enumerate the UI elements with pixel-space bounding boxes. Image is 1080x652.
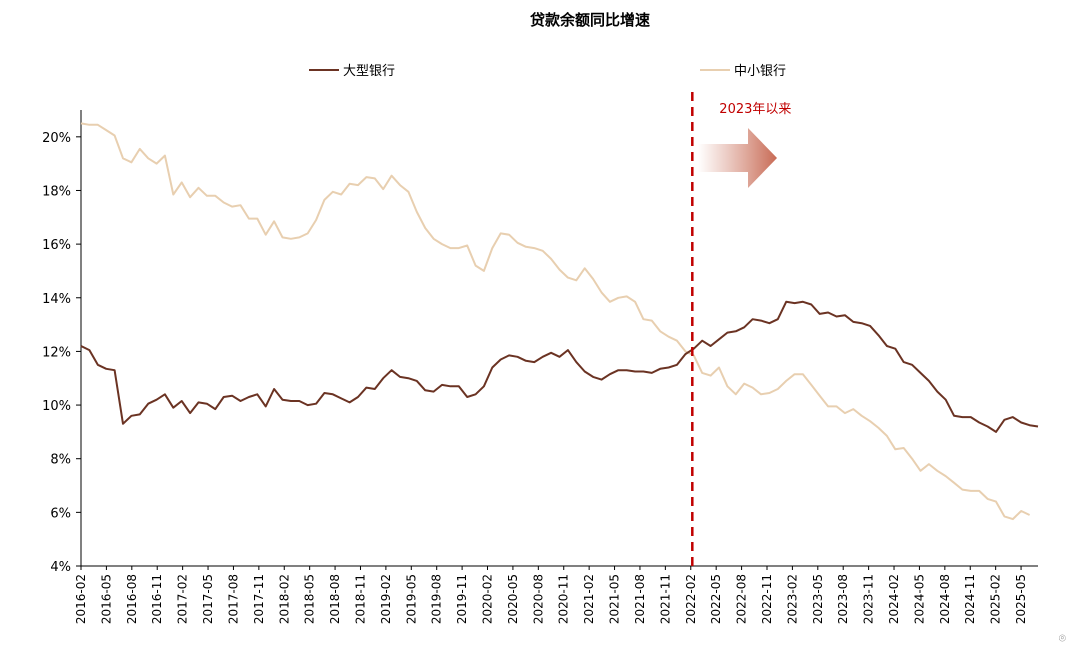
annotation-text: 2023年以来 bbox=[719, 102, 791, 117]
x-tick-label: 2020-02 bbox=[481, 574, 495, 624]
annotation-2023: 2023年以来 bbox=[691, 92, 791, 566]
y-tick-label: 16% bbox=[42, 238, 71, 253]
x-tick-label: 2023-08 bbox=[836, 574, 850, 624]
x-ticks: 2016-02 2016-05 2016-08 2016-11 2017-02 2017-… bbox=[74, 566, 1028, 624]
x-tick-label: 2021-11 bbox=[658, 574, 672, 624]
x-tick-label: 2020-08 bbox=[531, 574, 545, 624]
x-tick-label: 2024-02 bbox=[887, 574, 901, 624]
legend-label: 中小银行 bbox=[734, 64, 786, 79]
x-tick-label: 2022-05 bbox=[709, 574, 723, 624]
x-tick-label: 2023-05 bbox=[811, 574, 825, 624]
x-tick-label: 2022-11 bbox=[760, 574, 774, 624]
x-tick-label: 2018-11 bbox=[353, 574, 367, 624]
y-tick-label: 12% bbox=[42, 345, 71, 360]
x-tick-label: 2024-11 bbox=[963, 574, 977, 624]
x-tick-label: 2024-08 bbox=[938, 574, 952, 624]
x-tick-label: 2021-05 bbox=[608, 574, 622, 624]
x-tick-label: 2019-05 bbox=[404, 574, 418, 624]
logo-icon: ⌾ bbox=[1058, 631, 1066, 645]
x-tick-label: 2022-08 bbox=[735, 574, 749, 624]
x-tick-label: 2017-08 bbox=[226, 574, 240, 624]
legend-label: 大型银行 bbox=[343, 64, 395, 79]
series-line-0 bbox=[80, 300, 1039, 433]
chart-title: 贷款余额同比增速 bbox=[530, 11, 650, 29]
x-tick-label: 2020-11 bbox=[557, 574, 571, 624]
x-tick-label: 2017-05 bbox=[201, 574, 215, 624]
x-tick-label: 2018-08 bbox=[328, 574, 342, 624]
y-tick-label: 10% bbox=[42, 399, 71, 414]
x-tick-label: 2023-02 bbox=[785, 574, 799, 624]
x-tick-label: 2016-08 bbox=[125, 574, 139, 624]
legend: 大型银行 中小银行 bbox=[309, 64, 786, 79]
x-tick-label: 2017-11 bbox=[252, 574, 266, 624]
x-tick-label: 2020-05 bbox=[506, 574, 520, 624]
x-tick-label: 2023-11 bbox=[862, 574, 876, 624]
axes bbox=[80, 110, 1038, 567]
y-tick-label: 6% bbox=[50, 506, 71, 521]
x-tick-label: 2016-02 bbox=[74, 574, 88, 624]
y-ticks: 4% 6% 8% 10% 12% 14% 16% 18% 20% bbox=[42, 131, 81, 575]
y-tick-label: 8% bbox=[50, 453, 71, 468]
x-tick-label: 2018-02 bbox=[277, 574, 291, 624]
y-tick-label: 18% bbox=[42, 184, 71, 199]
x-tick-label: 2017-02 bbox=[176, 574, 190, 624]
x-tick-label: 2025-05 bbox=[1014, 574, 1028, 624]
x-tick-label: 2025-02 bbox=[989, 574, 1003, 624]
x-tick-label: 2016-05 bbox=[99, 574, 113, 624]
x-tick-label: 2022-02 bbox=[684, 574, 698, 624]
x-tick-label: 2019-11 bbox=[455, 574, 469, 624]
right-arrow-icon bbox=[698, 128, 777, 188]
series-line-1 bbox=[80, 122, 1031, 521]
x-tick-label: 2024-05 bbox=[912, 574, 926, 624]
x-tick-label: 2019-08 bbox=[430, 574, 444, 624]
y-tick-label: 4% bbox=[50, 560, 71, 575]
watermark: ⌾ bbox=[1059, 631, 1066, 646]
y-tick-label: 20% bbox=[42, 131, 71, 146]
x-tick-label: 2018-05 bbox=[303, 574, 317, 624]
x-tick-label: 2021-08 bbox=[633, 574, 647, 624]
y-tick-label: 14% bbox=[42, 292, 71, 307]
series-lines bbox=[80, 122, 1039, 521]
x-tick-label: 2016-11 bbox=[150, 574, 164, 624]
x-tick-label: 2021-02 bbox=[582, 574, 596, 624]
x-tick-label: 2019-02 bbox=[379, 574, 393, 624]
